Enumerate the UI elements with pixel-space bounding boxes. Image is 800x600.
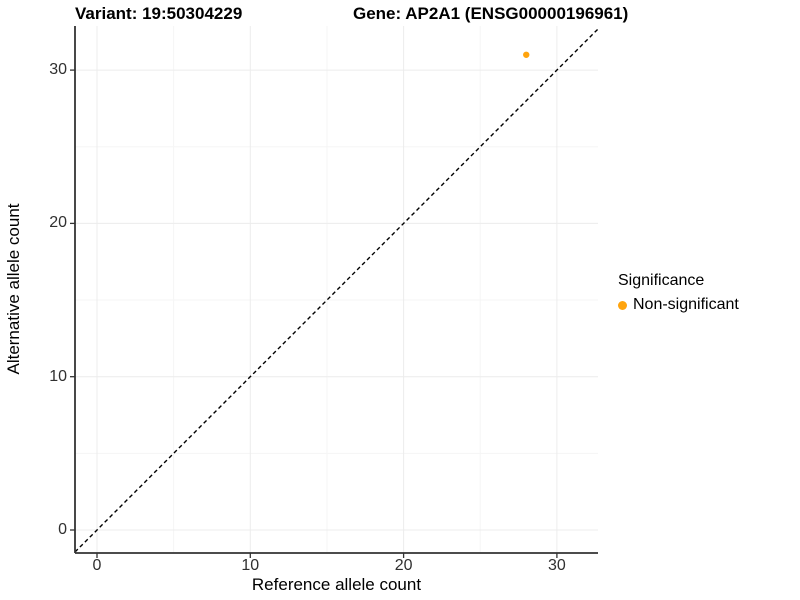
y-tick-label: 20 bbox=[49, 214, 67, 232]
data-point bbox=[523, 51, 530, 58]
x-tick-label: 10 bbox=[241, 557, 260, 574]
y-tick-label: 10 bbox=[49, 367, 67, 385]
legend-item-non-significant: Non-significant bbox=[618, 296, 739, 314]
legend-title: Significance bbox=[618, 272, 705, 289]
y-tick-label: 30 bbox=[49, 61, 67, 79]
x-axis-title: Reference allele count bbox=[251, 575, 422, 594]
plot-title-variant: Variant: 19:50304229 bbox=[75, 4, 243, 23]
x-tick-label: 30 bbox=[547, 557, 566, 574]
identity-dashed-line bbox=[74, 28, 599, 553]
legend-item-label: Non-significant bbox=[633, 296, 739, 313]
y-axis-title: Alternative allele count bbox=[4, 203, 23, 375]
plot-title-gene: Gene: AP2A1 (ENSG00000196961) bbox=[353, 4, 629, 23]
legend: Significance Non-significant bbox=[618, 272, 739, 314]
orange-point-icon bbox=[618, 300, 627, 310]
y-tick-label: 0 bbox=[58, 521, 67, 538]
x-tick-label: 20 bbox=[394, 557, 413, 574]
x-tick-label: 0 bbox=[92, 557, 102, 574]
